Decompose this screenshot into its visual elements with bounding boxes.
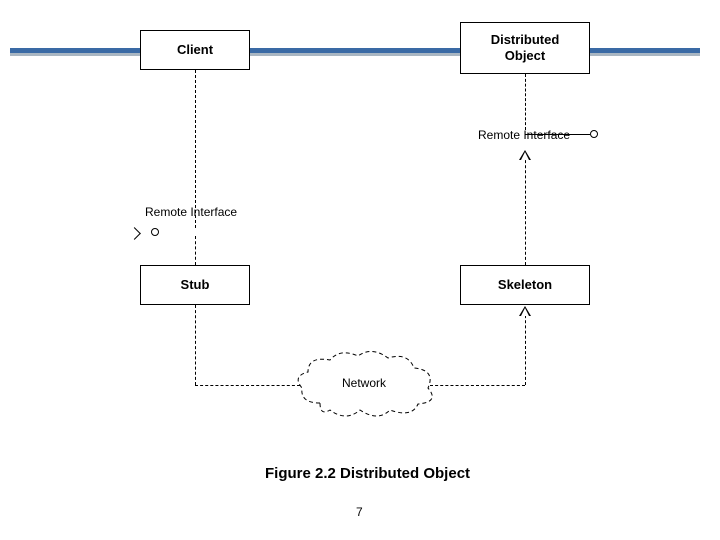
edge-stub-down — [195, 305, 196, 385]
edge-skel-down — [525, 310, 526, 385]
edge-iface-to-stub — [195, 236, 196, 265]
node-distributed-object: Distributed Object — [460, 22, 590, 74]
node-skeleton: Skeleton — [460, 265, 590, 305]
edge-skel-left — [430, 385, 525, 386]
interface-socket-left — [128, 227, 141, 240]
node-distributed-label: Distributed Object — [491, 32, 560, 63]
accent-bar-bottom — [10, 53, 700, 56]
interface-ball-left — [151, 228, 159, 236]
interface-ball-right — [590, 130, 598, 138]
edge-dist-to-iface — [525, 74, 526, 130]
label-remote-interface-left: Remote Interface — [145, 205, 237, 219]
page-number: 7 — [356, 505, 363, 519]
node-skeleton-label: Skeleton — [498, 277, 552, 293]
node-network-label: Network — [342, 376, 386, 390]
node-client: Client — [140, 30, 250, 70]
arrow-network-to-skel — [519, 306, 531, 316]
node-network: Network — [290, 348, 440, 418]
diagram-stage: Client Distributed Object Stub Skeleton … — [0, 0, 720, 540]
arrow-skel-to-iface — [519, 150, 531, 160]
node-stub-label: Stub — [181, 277, 210, 293]
edge-stub-right — [195, 385, 300, 386]
node-stub: Stub — [140, 265, 250, 305]
node-client-label: Client — [177, 42, 213, 58]
figure-caption: Figure 2.2 Distributed Object — [265, 465, 470, 482]
edge-skeleton-to-iface — [525, 155, 526, 265]
label-remote-interface-right: Remote Interface — [478, 128, 570, 142]
